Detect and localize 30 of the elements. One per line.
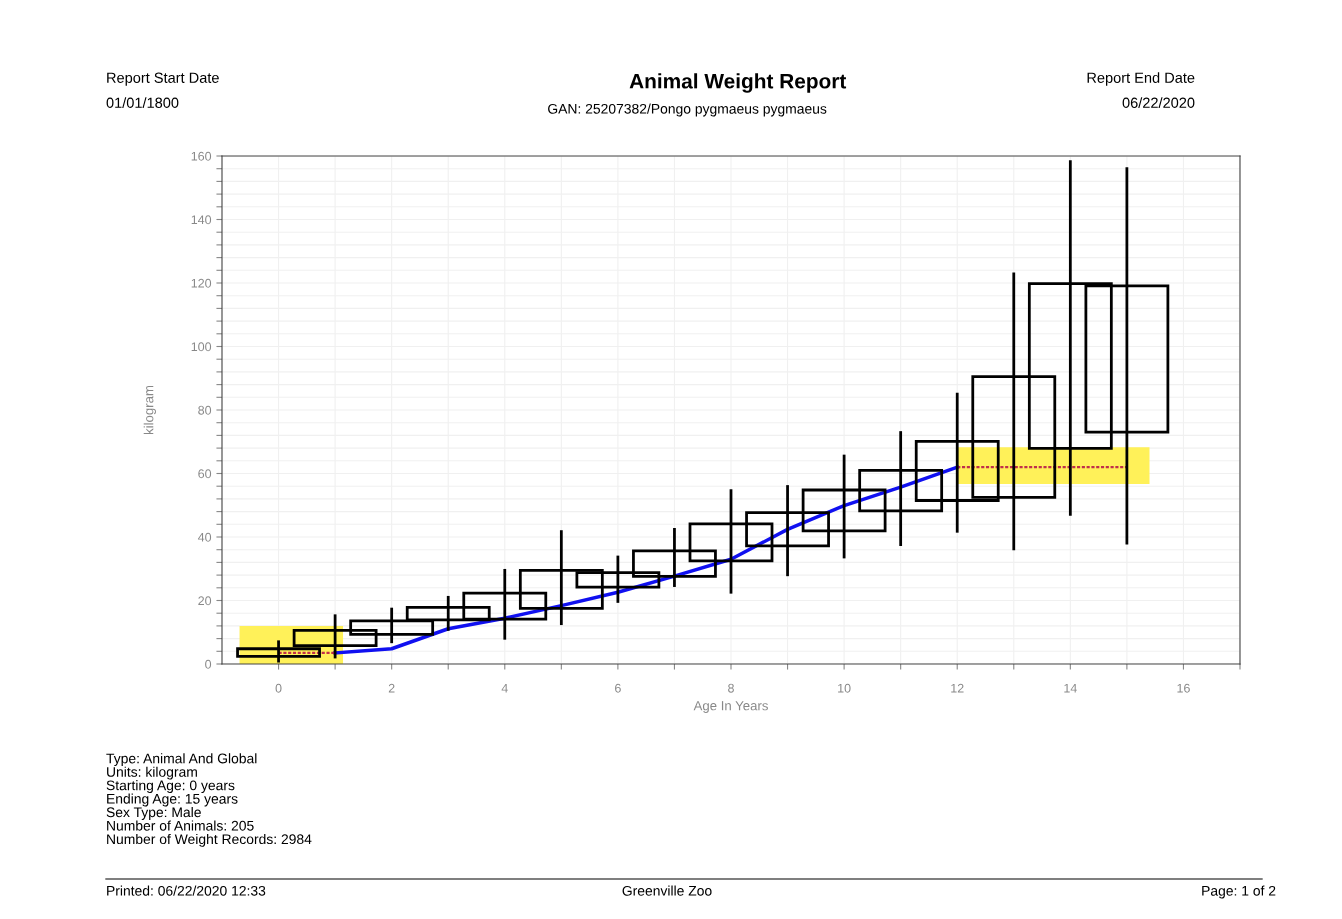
y-tick-label: 160	[191, 151, 212, 161]
x-tick-label: 16	[1177, 683, 1190, 693]
text: Page: 1 of 2	[1202, 885, 1276, 899]
y-tick-label: 120	[191, 278, 212, 288]
x-tick-label: 8	[728, 683, 734, 693]
text: Type: Animal And Global Units: kilogram Starting Age: 0 years Ending Age: 15 years Sex Type: Male Number of Animals: 205 Number of Weight Records: 2984	[106, 753, 312, 847]
x-tick-label: 12	[951, 683, 964, 693]
text: Greenville Zoo	[622, 885, 712, 896]
x-axis-title: Age In Years	[693, 701, 768, 713]
x-tick-label: 6	[615, 683, 621, 693]
x-tick-label: 14	[1064, 683, 1077, 693]
text: Report End Date	[1087, 72, 1195, 86]
x-tick-label: 4	[501, 683, 508, 693]
chart-subtitle: GAN: 25207382/Pongo pygmaeus pygmaeus	[548, 103, 827, 117]
y-tick-label: 100	[191, 342, 212, 352]
y-tick-label: 140	[191, 215, 212, 225]
y-tick-label: 0	[205, 659, 212, 669]
text: 01/01/1800	[106, 97, 179, 108]
y-axis-title: kilogram	[143, 385, 157, 435]
y-tick-label: 20	[198, 596, 212, 606]
chart-title: Animal Weight Report	[629, 73, 847, 93]
text: Report Start Date	[107, 72, 219, 86]
text: Printed: 06/22/2020 12:33	[107, 885, 266, 896]
text: 06/22/2020	[1122, 97, 1195, 108]
x-tick-label: 2	[388, 683, 395, 693]
y-tick-label: 40	[197, 532, 212, 542]
x-tick-label: 10	[838, 683, 851, 693]
y-tick-label: 60	[198, 469, 212, 479]
x-tick-label: 0	[275, 683, 282, 693]
y-tick-label: 80	[198, 405, 212, 415]
